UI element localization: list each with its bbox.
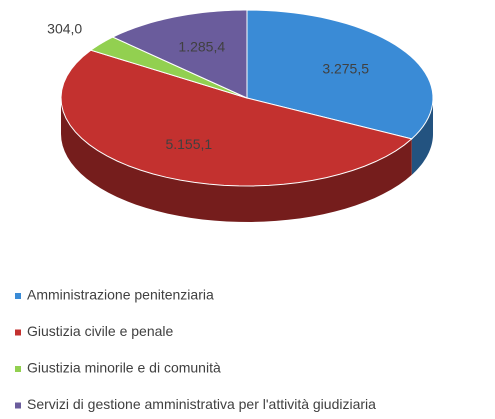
legend-label: Amministrazione penitenziaria [27, 287, 214, 303]
data-label: 1.285,4 [178, 39, 225, 55]
legend-marker [15, 329, 21, 336]
legend-label: Giustizia minorile e di comunità [27, 360, 221, 376]
legend-marker [15, 402, 21, 409]
data-label: 5.155,1 [165, 136, 212, 152]
slice [246, 9, 434, 140]
legend-label: Giustizia civile e penale [27, 323, 174, 339]
legend-marker [15, 293, 21, 299]
data-label: 3.275,5 [322, 60, 369, 76]
slice [89, 36, 248, 99]
legend-marker [15, 366, 21, 372]
slice [111, 9, 248, 99]
data-label: 304,0 [47, 20, 82, 36]
slice [60, 49, 413, 187]
slice-side [61, 98, 412, 222]
legend-label: Servizi di gestione amministrativa per l… [27, 396, 376, 412]
slice-side [411, 98, 433, 175]
